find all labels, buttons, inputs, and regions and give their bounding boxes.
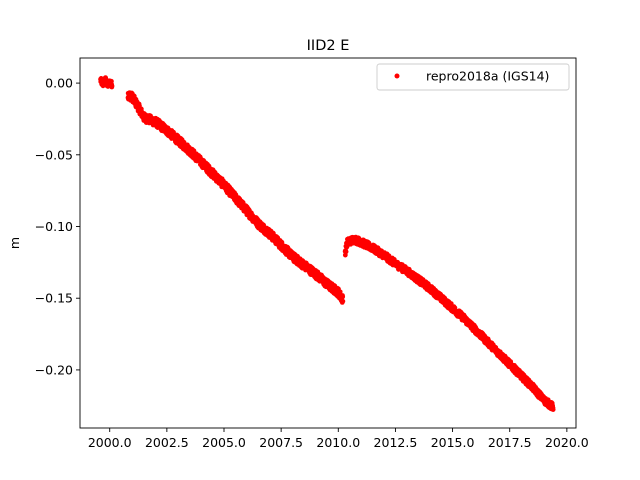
- legend-box: [376, 63, 570, 91]
- x-tick-label: 2020.0: [545, 435, 589, 450]
- data-point: [340, 298, 346, 304]
- plot-area: [79, 57, 577, 429]
- y-tick-label: −0.15: [35, 291, 73, 306]
- x-tick-label: 2007.5: [259, 435, 303, 450]
- legend: repro2018a (IGS14): [376, 63, 570, 91]
- y-axis-ticks: 0.00 −0.05 −0.10 −0.15 −0.20: [35, 76, 80, 377]
- legend-marker: [394, 73, 400, 79]
- x-tick-label: 2010.0: [316, 435, 360, 450]
- chart-title: IID2 E: [307, 38, 350, 54]
- y-axis-label: m: [7, 237, 22, 249]
- y-tick-label: −0.05: [35, 147, 73, 162]
- data-point: [550, 407, 556, 412]
- x-tick-label: 2005.0: [202, 435, 246, 450]
- data-point: [340, 294, 346, 300]
- y-tick-label: 0.00: [45, 76, 73, 91]
- legend-label-series-0: repro2018a (IGS14): [426, 69, 549, 84]
- data-point: [343, 249, 349, 255]
- y-tick-label: −0.20: [35, 362, 73, 377]
- y-tick-label: −0.10: [35, 219, 73, 234]
- x-axis-ticks: 2000.0 2002.5 2005.0 2007.5 2010.0 2012.5 2015…: [88, 428, 589, 450]
- x-tick-label: 2000.0: [88, 435, 132, 450]
- data-points: [98, 75, 556, 412]
- data-point: [109, 83, 115, 89]
- x-tick-label: 2017.5: [488, 435, 532, 450]
- x-tick-label: 2012.5: [374, 435, 418, 450]
- x-tick-label: 2002.5: [145, 435, 189, 450]
- x-tick-label: 2015.0: [431, 435, 475, 450]
